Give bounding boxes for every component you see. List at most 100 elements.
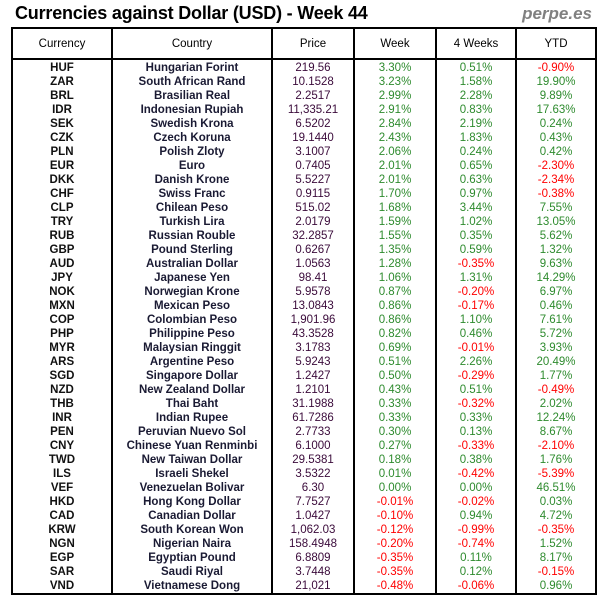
currency-code: NZD (11, 383, 113, 397)
ytd-change: -0.90% (515, 59, 597, 75)
country-name: South Korean Won (111, 523, 273, 537)
price: 61.7286 (271, 411, 355, 425)
country-name: Indian Rupee (111, 411, 273, 425)
price: 2.0179 (271, 215, 355, 229)
country-name: Vietnamese Dong (111, 579, 273, 594)
price: 5.5227 (271, 173, 355, 187)
week-change: 3.23% (353, 75, 437, 89)
table-row: BRL Brasilian Real 2.2517 2.99% 2.28% 9.89% (11, 89, 597, 103)
four-week-change: 0.33% (435, 411, 517, 425)
table-row: NOK Norwegian Krone 5.9578 0.87% -0.20% 6.97% (11, 285, 597, 299)
country-name: Polish Zloty (111, 145, 273, 159)
price: 3.1007 (271, 145, 355, 159)
ytd-change: 1.77% (515, 369, 597, 383)
ytd-change: -0.35% (515, 523, 597, 537)
week-change: 0.86% (353, 313, 437, 327)
table-row: TRY Turkish Lira 2.0179 1.59% 1.02% 13.05% (11, 215, 597, 229)
four-week-change: 1.83% (435, 131, 517, 145)
ytd-change: 7.55% (515, 201, 597, 215)
price: 10.1528 (271, 75, 355, 89)
table-row: NGN Nigerian Naira 158.4948 -0.20% -0.74% 1.5… (11, 537, 597, 551)
price: 2.7733 (271, 425, 355, 439)
ytd-change: -2.30% (515, 159, 597, 173)
ytd-change: 3.93% (515, 341, 597, 355)
four-week-change: 0.12% (435, 565, 517, 579)
ytd-change: 2.02% (515, 397, 597, 411)
currency-code: SAR (11, 565, 113, 579)
country-name: Pound Sterling (111, 243, 273, 257)
four-week-change: 0.35% (435, 229, 517, 243)
table-row: IDR Indonesian Rupiah 11,335.21 2.91% 0.83% 1… (11, 103, 597, 117)
ytd-change: -2.34% (515, 173, 597, 187)
currency-code: EUR (11, 159, 113, 173)
country-name: Hong Kong Dollar (111, 495, 273, 509)
currency-table: Currency Country Price Week 4 Weeks YTD … (11, 27, 597, 595)
ytd-change: 1.32% (515, 243, 597, 257)
four-week-change: 0.51% (435, 383, 517, 397)
header-price: Price (271, 27, 355, 60)
currency-code: VND (11, 579, 113, 594)
week-change: 0.51% (353, 355, 437, 369)
table-row: EUR Euro 0.7405 2.01% 0.65% -2.30% (11, 159, 597, 173)
table-row: SAR Saudi Riyal 3.7448 -0.35% 0.12% -0.15% (11, 565, 597, 579)
currency-code: MXN (11, 299, 113, 313)
currency-code: INR (11, 411, 113, 425)
ytd-change: 0.03% (515, 495, 597, 509)
country-name: Norwegian Krone (111, 285, 273, 299)
week-change: -0.10% (353, 509, 437, 523)
ytd-change: -5.39% (515, 467, 597, 481)
ytd-change: 8.67% (515, 425, 597, 439)
table-row: JPY Japanese Yen 98.41 1.06% 1.31% 14.29% (11, 271, 597, 285)
week-change: 1.28% (353, 257, 437, 271)
currency-code: ARS (11, 355, 113, 369)
currency-code: HKD (11, 495, 113, 509)
table-row: GBP Pound Sterling 0.6267 1.35% 0.59% 1.32% (11, 243, 597, 257)
country-name: Australian Dollar (111, 257, 273, 271)
four-week-change: 0.83% (435, 103, 517, 117)
price: 7.7527 (271, 495, 355, 509)
table-row: PHP Philippine Peso 43.3528 0.82% 0.46% 5.72% (11, 327, 597, 341)
ytd-change: -0.49% (515, 383, 597, 397)
week-change: 0.30% (353, 425, 437, 439)
four-week-change: -0.29% (435, 369, 517, 383)
four-week-change: 1.10% (435, 313, 517, 327)
table-row: KRW South Korean Won 1,062.03 -0.12% -0.99% -… (11, 523, 597, 537)
week-change: -0.12% (353, 523, 437, 537)
country-name: Chilean Peso (111, 201, 273, 215)
country-name: Danish Krone (111, 173, 273, 187)
price: 11,335.21 (271, 103, 355, 117)
week-change: 0.00% (353, 481, 437, 495)
currency-code: PHP (11, 327, 113, 341)
currency-code: VEF (11, 481, 113, 495)
table-row: ZAR South African Rand 10.1528 3.23% 1.58% 19… (11, 75, 597, 89)
currency-code: EGP (11, 551, 113, 565)
country-name: Colombian Peso (111, 313, 273, 327)
price: 6.30 (271, 481, 355, 495)
table-row: SEK Swedish Krona 6.5202 2.84% 2.19% 0.24% (11, 117, 597, 131)
four-week-change: 0.46% (435, 327, 517, 341)
four-week-change: -0.06% (435, 579, 517, 594)
table-row: CHF Swiss Franc 0.9115 1.70% 0.97% -0.38% (11, 187, 597, 201)
currency-code: CLP (11, 201, 113, 215)
country-name: Japanese Yen (111, 271, 273, 285)
price: 1.0427 (271, 509, 355, 523)
price: 1.0563 (271, 257, 355, 271)
four-week-change: -0.74% (435, 537, 517, 551)
table-row: VEF Venezuelan Bolivar 6.30 0.00% 0.00% 46.51… (11, 481, 597, 495)
country-name: Israeli Shekel (111, 467, 273, 481)
table-row: INR Indian Rupee 61.7286 0.33% 0.33% 12.24% (11, 411, 597, 425)
currency-code: ZAR (11, 75, 113, 89)
country-name: Thai Baht (111, 397, 273, 411)
week-change: 1.55% (353, 229, 437, 243)
currency-code: CHF (11, 187, 113, 201)
header-week: Week (353, 27, 437, 60)
currency-code: SGD (11, 369, 113, 383)
ytd-change: 6.97% (515, 285, 597, 299)
ytd-change: 0.46% (515, 299, 597, 313)
price: 13.0843 (271, 299, 355, 313)
four-week-change: -0.32% (435, 397, 517, 411)
currency-code: AUD (11, 257, 113, 271)
country-name: Turkish Lira (111, 215, 273, 229)
country-name: Philippine Peso (111, 327, 273, 341)
country-name: Brasilian Real (111, 89, 273, 103)
